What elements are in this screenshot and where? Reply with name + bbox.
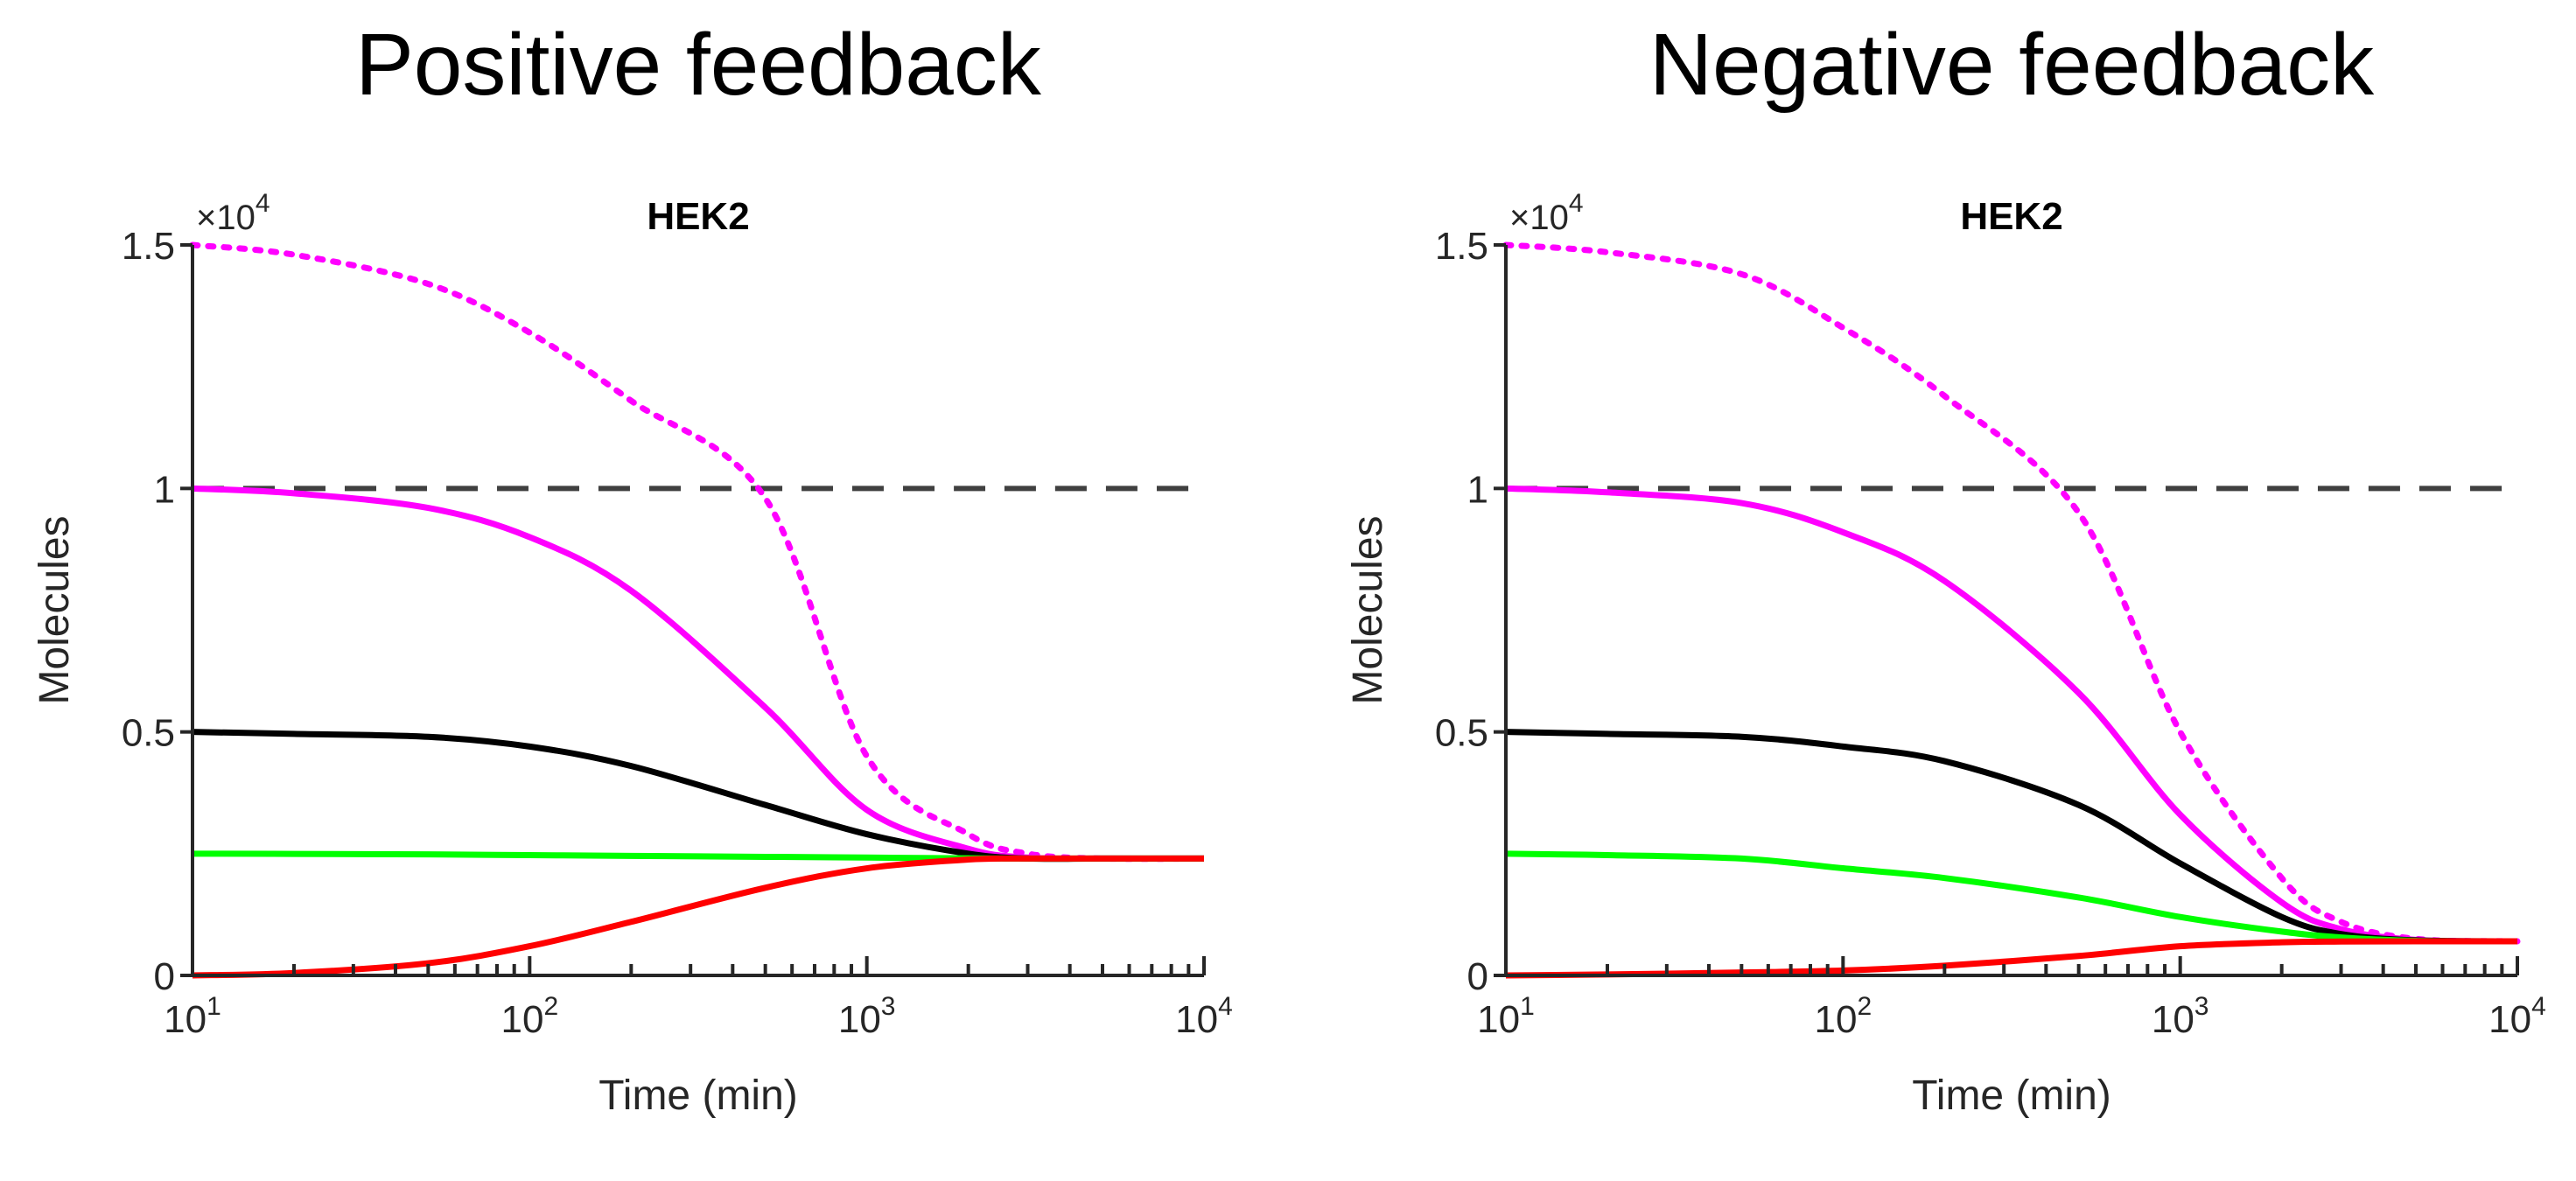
x-tick-label: 104: [1175, 992, 1233, 1041]
x-tick-base: 10: [2488, 998, 2531, 1041]
series-red: [192, 855, 1205, 979]
y-multiplier-exp: 4: [1569, 189, 1584, 218]
y-multiplier-base: ×10: [196, 199, 256, 237]
x-tick-label: 102: [1815, 992, 1872, 1041]
series-green: [1505, 850, 2518, 945]
series-magenta-dotted: [1502, 241, 2521, 945]
x-tick-exp: 3: [881, 992, 896, 1021]
y-multiplier-exp: 4: [256, 189, 270, 218]
y-multiplier: ×104: [1509, 189, 1584, 237]
x-tick-label: 102: [501, 992, 559, 1041]
y-tick-label: 0: [1467, 955, 1488, 998]
x-tick-exp: 4: [2531, 992, 2546, 1021]
series-magenta-dotted: [189, 241, 1208, 863]
x-tick-exp: 2: [543, 992, 558, 1021]
series-red: [1505, 938, 2518, 979]
x-tick-exp: 2: [1857, 992, 1872, 1021]
chart-subtitle: HEK2: [1960, 195, 2062, 238]
y-tick-label: 1: [154, 468, 175, 511]
chart-title: Negative feedback: [1649, 16, 2375, 114]
y-tick-label: 1.5: [122, 225, 175, 268]
series-magenta-solid: [1505, 485, 2518, 945]
chart-subtitle: HEK2: [647, 195, 749, 238]
x-tick-base: 10: [501, 998, 544, 1041]
x-tick-exp: 3: [2194, 992, 2209, 1021]
y-tick-label: 0: [154, 955, 175, 998]
x-tick-base: 10: [838, 998, 881, 1041]
x-axis-label: Time (min): [598, 1073, 798, 1119]
x-tick-label: 101: [1477, 992, 1535, 1041]
x-tick-exp: 4: [1218, 992, 1233, 1021]
y-multiplier: ×104: [196, 189, 270, 237]
y-tick-label: 0.5: [122, 712, 175, 755]
x-tick-base: 10: [164, 998, 206, 1041]
y-multiplier-base: ×10: [1509, 199, 1569, 237]
series-magenta-solid: [192, 485, 1205, 862]
y-axis-label: Molecules: [1345, 515, 1391, 704]
series-black: [192, 729, 1205, 863]
x-tick-label: 103: [838, 992, 896, 1041]
y-tick-label: 1: [1467, 468, 1488, 511]
chart-title: Positive feedback: [355, 16, 1042, 114]
x-tick-label: 103: [2152, 992, 2209, 1041]
x-tick-exp: 1: [206, 992, 221, 1021]
x-axis-label: Time (min): [1912, 1073, 2111, 1119]
x-tick-base: 10: [2152, 998, 2194, 1041]
x-tick-label: 104: [2488, 992, 2546, 1041]
x-tick-exp: 1: [1520, 992, 1535, 1021]
x-tick-base: 10: [1477, 998, 1520, 1041]
series-black: [1505, 729, 2518, 945]
x-tick-base: 10: [1815, 998, 1858, 1041]
y-tick-label: 1.5: [1435, 225, 1488, 268]
y-axis-label: Molecules: [32, 515, 78, 704]
y-tick-label: 0.5: [1435, 712, 1488, 755]
x-tick-label: 101: [164, 992, 221, 1041]
x-tick-base: 10: [1175, 998, 1218, 1041]
